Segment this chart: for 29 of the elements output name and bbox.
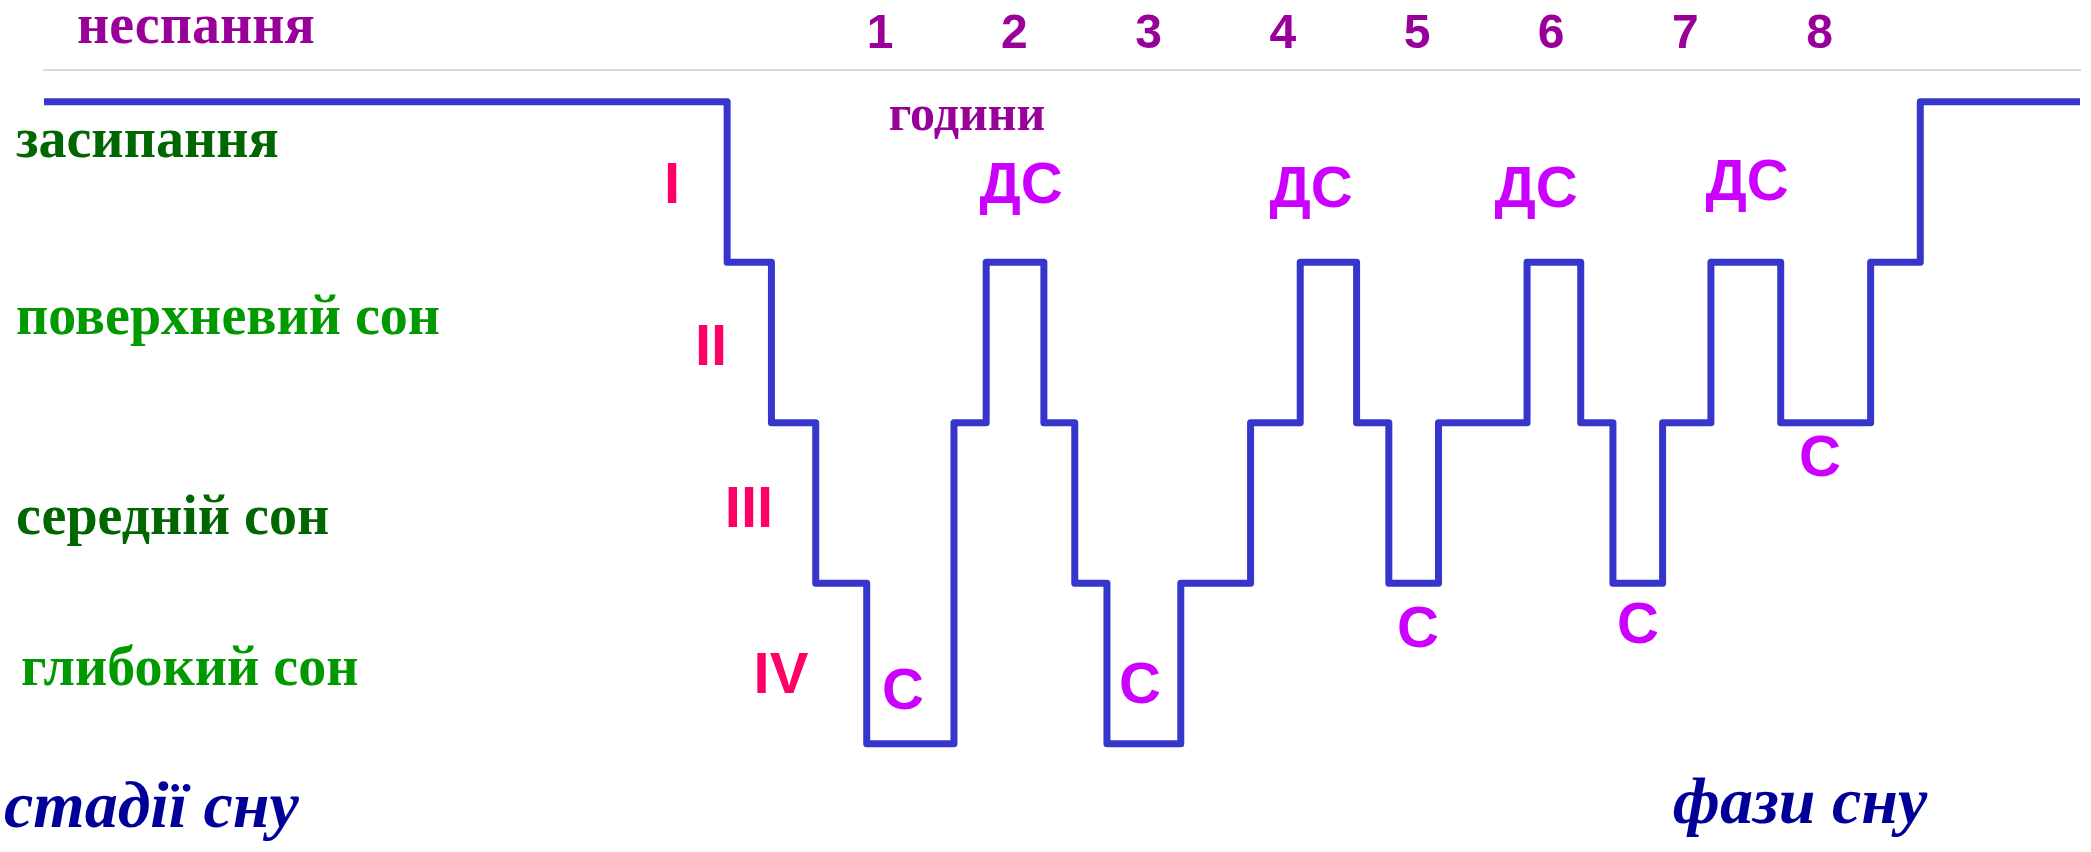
annotation: С <box>1799 423 1841 488</box>
x-tick-label: 3 <box>1135 5 1162 59</box>
annotation: ДС <box>979 150 1063 215</box>
annotation: засипання <box>16 107 279 170</box>
annotation: III <box>724 474 774 539</box>
x-tick-label: 5 <box>1403 5 1431 59</box>
annotation: середній сон <box>16 484 330 547</box>
x-tick-label: 7 <box>1672 5 1699 59</box>
x-tick-label: 1 <box>866 5 894 59</box>
annotation: I <box>663 150 681 215</box>
annotation: глибокий сон <box>21 635 359 698</box>
text: стадії сну <box>4 768 300 842</box>
annotation: С <box>1397 594 1439 659</box>
annotation: С <box>1617 590 1659 655</box>
annotation: ДС <box>1269 154 1353 219</box>
annotation: IV <box>753 640 809 705</box>
annotation: поверхневий сон <box>16 284 441 347</box>
text: фази сну <box>1672 764 1928 838</box>
x-tick-label: 6 <box>1537 5 1565 59</box>
x-tick-label: 8 <box>1806 5 1833 59</box>
annotation: ДС <box>1705 147 1789 212</box>
annotation: ДС <box>1494 154 1578 219</box>
annotation: С <box>1119 650 1161 715</box>
x-axis-title: години <box>888 84 1046 141</box>
annotation: II <box>694 312 728 377</box>
x-tick-label: 4 <box>1269 5 1297 59</box>
x-tick-label: 2 <box>1001 5 1028 59</box>
annotation: С <box>882 656 924 721</box>
text: неспання <box>77 0 315 56</box>
